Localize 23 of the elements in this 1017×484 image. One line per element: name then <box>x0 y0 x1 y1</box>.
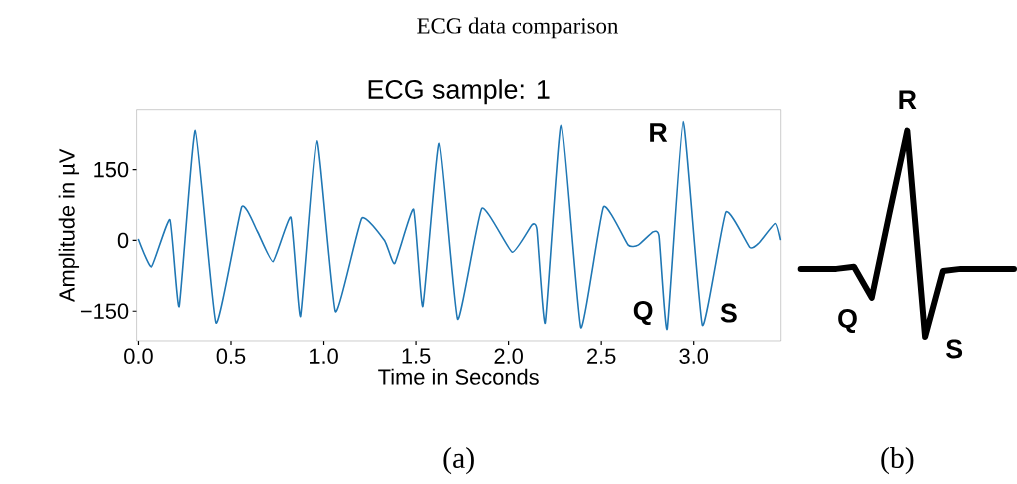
y-tick-label: −150 <box>80 303 129 320</box>
x-tick-label: 3.0 <box>679 348 709 365</box>
x-tick-label: 1.5 <box>402 348 431 364</box>
y-tick-label: 0 <box>117 232 129 249</box>
x-tick-label: 2.5 <box>587 348 616 365</box>
line-series <box>137 120 782 331</box>
x-tick-label: 2.0 <box>494 348 523 365</box>
y-tick-label: 150 <box>94 162 129 178</box>
y-axis-title: Amplitude in µV <box>58 148 80 303</box>
annotation: Q <box>838 309 857 334</box>
x-axis-title: Time in Seconds <box>378 368 539 386</box>
text: (a) <box>443 447 474 475</box>
annotation: R <box>650 123 668 143</box>
annotation: S <box>720 303 737 323</box>
x-tick-label: 0.0 <box>124 348 153 365</box>
x-tick-label: 1.0 <box>310 348 338 365</box>
x-tick-label: 0.5 <box>216 348 246 365</box>
text: S <box>946 339 963 359</box>
text: ECG data comparison <box>417 17 619 39</box>
text: (b) <box>881 447 914 475</box>
annotation: Q <box>633 301 653 326</box>
text: R <box>899 90 917 110</box>
chart-title: ECG sample: 1 <box>368 79 550 105</box>
